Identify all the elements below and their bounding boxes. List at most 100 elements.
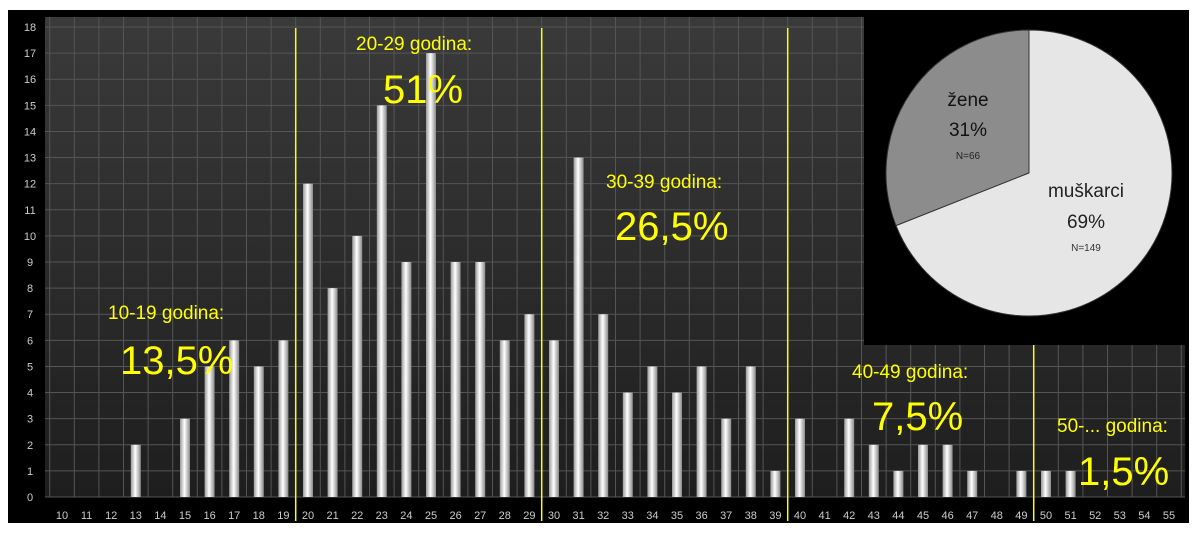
x-tick-label: 14 xyxy=(154,510,166,522)
x-tick-label: 49 xyxy=(1015,510,1027,522)
x-tick-label: 15 xyxy=(179,510,191,522)
gender-pie-chart xyxy=(885,29,1173,317)
group-percent-30-39: 26,5% xyxy=(615,205,728,249)
y-tick-label: 18 xyxy=(24,22,36,34)
bar-age-44 xyxy=(893,470,904,497)
bar-age-37 xyxy=(721,418,732,497)
y-tick-label: 3 xyxy=(27,414,33,426)
pie-percent-zene: 31% xyxy=(949,120,987,141)
x-tick-label: 25 xyxy=(425,510,437,522)
pie-label-muskarci: muškarci xyxy=(1048,181,1124,202)
bar-age-34 xyxy=(647,366,658,497)
x-tick-label: 55 xyxy=(1163,510,1175,522)
bar-age-40 xyxy=(795,418,805,497)
x-tick-label: 31 xyxy=(572,510,584,522)
pie-slice-0 xyxy=(885,29,1030,227)
x-tick-label: 50 xyxy=(1040,510,1052,522)
y-tick-label: 13 xyxy=(24,153,36,165)
x-tick-label: 42 xyxy=(843,510,855,522)
bar-age-27 xyxy=(475,262,486,497)
x-tick-label: 48 xyxy=(991,510,1003,522)
y-tick-label: 6 xyxy=(27,335,33,347)
x-tick-label: 51 xyxy=(1064,510,1076,522)
y-tick-label: 12 xyxy=(24,179,36,191)
bar-age-20 xyxy=(303,183,313,497)
pie-n-muskarci: N=149 xyxy=(1071,243,1101,254)
bar-age-31 xyxy=(573,157,584,498)
x-tick-label: 34 xyxy=(646,510,658,522)
y-tick-label: 10 xyxy=(24,231,36,243)
y-tick-label: 16 xyxy=(24,74,36,86)
x-tick-label: 43 xyxy=(868,510,880,522)
bar-age-21 xyxy=(327,288,338,497)
bar-age-32 xyxy=(598,314,609,497)
y-tick-label: 8 xyxy=(27,283,33,295)
bar-age-29 xyxy=(524,314,535,497)
bar-age-25 xyxy=(426,53,436,497)
x-tick-label: 44 xyxy=(892,510,904,522)
pie-percent-muskarci: 69% xyxy=(1067,212,1105,233)
y-tick-label: 14 xyxy=(24,126,36,138)
y-tick-label: 9 xyxy=(27,257,33,269)
y-tick-label: 15 xyxy=(24,100,36,112)
bar-age-42 xyxy=(844,418,855,497)
x-tick-label: 30 xyxy=(548,510,560,522)
pie-label-zene: žene xyxy=(947,90,988,111)
x-tick-label: 21 xyxy=(326,510,338,522)
y-tick-label: 4 xyxy=(27,388,33,400)
bar-age-23 xyxy=(376,105,387,497)
bar-age-33 xyxy=(622,392,633,497)
x-tick-label: 18 xyxy=(253,510,265,522)
group-label-50-plus: 50-... godina: xyxy=(1057,416,1168,437)
x-tick-label: 47 xyxy=(966,510,978,522)
group-label-30-39: 30-39 godina: xyxy=(606,172,722,193)
group-label-20-29: 20-29 godina: xyxy=(356,34,472,55)
x-tick-label: 27 xyxy=(474,510,486,522)
bar-age-49 xyxy=(1016,470,1027,497)
y-tick-label: 0 xyxy=(27,492,33,504)
pie-n-zene: N=66 xyxy=(956,151,981,162)
x-tick-label: 10 xyxy=(56,510,68,522)
x-tick-label: 41 xyxy=(818,510,830,522)
group-percent-10-19: 13,5% xyxy=(120,339,233,383)
x-tick-label: 52 xyxy=(1089,510,1101,522)
bar-age-18 xyxy=(253,366,264,497)
y-tick-label: 2 xyxy=(27,440,33,452)
x-tick-label: 19 xyxy=(277,510,289,522)
bar-age-15 xyxy=(180,418,190,497)
y-tick-label: 1 xyxy=(27,466,33,478)
x-tick-label: 35 xyxy=(671,510,683,522)
x-tick-label: 45 xyxy=(917,510,929,522)
bar-age-51 xyxy=(1065,470,1076,497)
bar-age-13 xyxy=(130,444,141,497)
group-label-10-19: 10-19 godina: xyxy=(108,303,224,324)
x-tick-label: 33 xyxy=(622,510,634,522)
x-tick-label: 12 xyxy=(105,510,117,522)
bar-age-17 xyxy=(229,340,240,497)
bar-age-35 xyxy=(672,392,682,497)
y-tick-label: 17 xyxy=(24,48,36,60)
x-tick-label: 37 xyxy=(720,510,732,522)
group-percent-40-49: 7,5% xyxy=(872,395,963,439)
x-tick-label: 26 xyxy=(449,510,461,522)
bar-age-38 xyxy=(745,366,756,497)
bar-age-50 xyxy=(1041,470,1051,497)
x-axis-tick-labels: 10 11 12 13 14 15 16 17 18 19 20 21 22 23 24 25 26 27 28 29… xyxy=(56,510,1175,522)
pie-slice-1 xyxy=(895,29,1173,317)
x-tick-label: 17 xyxy=(228,510,240,522)
x-tick-label: 32 xyxy=(597,510,609,522)
x-tick-label: 13 xyxy=(130,510,142,522)
y-tick-label: 11 xyxy=(24,205,35,217)
bar-age-43 xyxy=(868,444,879,497)
bar-age-19 xyxy=(278,340,289,497)
x-tick-label: 28 xyxy=(499,510,511,522)
x-tick-label: 11 xyxy=(81,510,92,522)
y-tick-label: 7 xyxy=(27,309,33,321)
x-tick-label: 54 xyxy=(1138,510,1150,522)
bar-age-26 xyxy=(450,262,461,497)
y-tick-label: 5 xyxy=(27,361,33,373)
bar-age-39 xyxy=(770,470,781,497)
bar-age-30 xyxy=(549,340,559,497)
x-tick-label: 36 xyxy=(695,510,707,522)
